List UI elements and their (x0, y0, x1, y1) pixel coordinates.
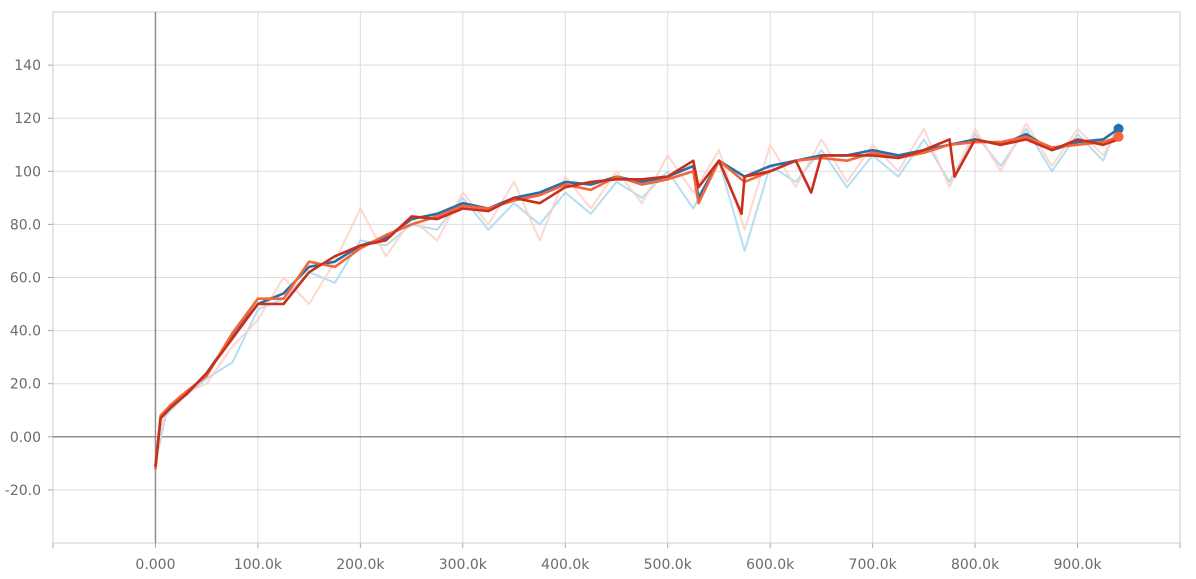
y-tick-label: 140 (14, 58, 41, 74)
series-group (154, 122, 1120, 471)
y-tick-label: 40.0 (10, 324, 41, 340)
x-tick-label: 300.0k (439, 557, 488, 573)
x-tick-label: 100.0k (234, 557, 283, 573)
y-tick-label: 20.0 (10, 377, 41, 393)
series-line-red-smoothed (154, 138, 1120, 468)
y-tick-label: 120 (14, 111, 41, 127)
x-tick-label: 900.0k (1053, 557, 1102, 573)
axes (48, 12, 1181, 548)
y-tick-label: 0.00 (10, 430, 41, 446)
y-tick-label: 60.0 (10, 271, 41, 287)
x-tick-label: 700.0k (849, 557, 898, 573)
series-line-orange-raw (154, 122, 1120, 459)
end-markers (1113, 123, 1124, 142)
grid (52, 11, 1181, 544)
tick-labels: -20.0 0.00 20.0 40.0 60.0 80.0 100 120 140 0.000 1… (5, 58, 1103, 573)
series-line-orange-smoothed (154, 135, 1120, 471)
x-tick-label: 800.0k (951, 557, 1000, 573)
x-tick-label: 500.0k (644, 557, 693, 573)
end-marker-orange-smoothed (1113, 131, 1124, 142)
y-tick-label: 100 (14, 164, 41, 180)
x-tick-label: 200.0k (336, 557, 385, 573)
y-tick-label: -20.0 (5, 483, 41, 499)
x-tick-label: 0.000 (135, 557, 175, 573)
y-tick-label: 80.0 (10, 217, 41, 233)
x-tick-label: 400.0k (541, 557, 590, 573)
end-marker-blue-smoothed (1113, 123, 1124, 134)
x-tick-label: 600.0k (746, 557, 795, 573)
